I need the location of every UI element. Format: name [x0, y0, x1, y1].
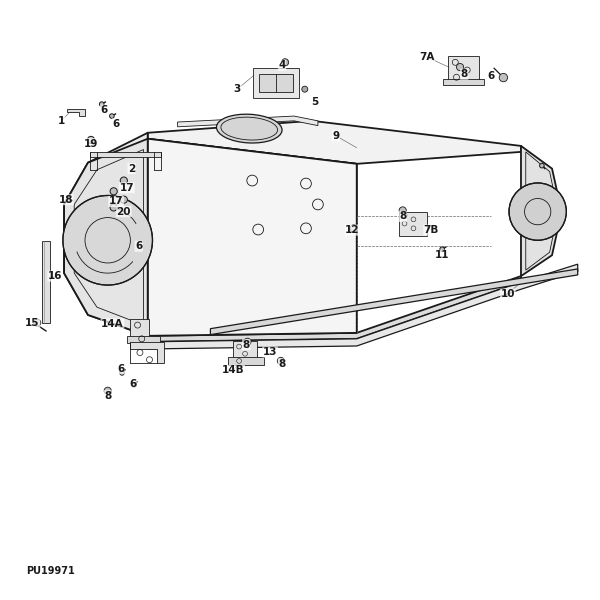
Circle shape	[281, 59, 289, 66]
Circle shape	[457, 64, 464, 71]
Text: 16: 16	[48, 271, 62, 281]
Polygon shape	[64, 139, 148, 336]
Text: 6: 6	[117, 364, 124, 374]
Text: 4: 4	[278, 60, 286, 70]
Text: 8: 8	[278, 359, 286, 369]
Polygon shape	[67, 109, 85, 116]
Polygon shape	[259, 74, 293, 92]
Text: 20: 20	[116, 206, 131, 217]
Text: 2: 2	[128, 164, 135, 173]
Text: 6: 6	[100, 105, 108, 115]
Circle shape	[34, 319, 41, 326]
Circle shape	[131, 383, 136, 387]
Text: 3: 3	[233, 84, 241, 94]
Circle shape	[302, 86, 308, 92]
Polygon shape	[127, 336, 160, 343]
Polygon shape	[448, 56, 479, 84]
Polygon shape	[443, 79, 484, 85]
Text: 7A: 7A	[419, 52, 434, 62]
Circle shape	[63, 196, 152, 285]
Text: 9: 9	[332, 131, 340, 141]
Circle shape	[539, 163, 544, 168]
Text: 18: 18	[59, 194, 73, 205]
Circle shape	[277, 358, 284, 365]
Polygon shape	[42, 241, 50, 323]
Circle shape	[104, 387, 111, 394]
Polygon shape	[233, 341, 257, 363]
Circle shape	[110, 204, 117, 211]
Text: 8: 8	[104, 391, 112, 401]
Polygon shape	[90, 152, 161, 157]
Text: 6: 6	[487, 71, 495, 81]
Text: 7B: 7B	[424, 225, 439, 235]
Circle shape	[120, 196, 127, 203]
Text: 15: 15	[25, 317, 40, 328]
Text: 1: 1	[58, 116, 65, 126]
Polygon shape	[148, 139, 357, 336]
Polygon shape	[253, 68, 299, 98]
Polygon shape	[130, 342, 164, 363]
Polygon shape	[211, 269, 578, 335]
Text: 12: 12	[346, 225, 360, 235]
Polygon shape	[398, 212, 427, 236]
Circle shape	[110, 188, 117, 195]
Text: 14A: 14A	[101, 319, 124, 329]
Polygon shape	[148, 276, 521, 342]
Text: 10: 10	[500, 289, 515, 299]
Circle shape	[88, 136, 95, 143]
Text: 14B: 14B	[222, 365, 244, 376]
Circle shape	[120, 177, 127, 184]
Text: 13: 13	[263, 347, 277, 357]
Circle shape	[350, 225, 358, 232]
Text: 5: 5	[311, 97, 319, 107]
Text: 6: 6	[129, 379, 136, 389]
Polygon shape	[178, 116, 318, 127]
Ellipse shape	[217, 114, 282, 143]
Text: 6: 6	[135, 241, 142, 251]
Circle shape	[499, 73, 508, 82]
Polygon shape	[229, 357, 264, 365]
Polygon shape	[130, 319, 149, 341]
Text: 6: 6	[112, 119, 119, 129]
Circle shape	[120, 371, 124, 375]
Polygon shape	[64, 133, 357, 336]
Text: 11: 11	[435, 250, 449, 260]
Text: 17: 17	[119, 183, 134, 193]
Text: 19: 19	[84, 139, 98, 149]
Circle shape	[509, 183, 566, 240]
Polygon shape	[521, 146, 562, 276]
Circle shape	[110, 114, 114, 118]
Text: PU19971: PU19971	[26, 566, 75, 576]
Circle shape	[399, 207, 406, 214]
Polygon shape	[148, 264, 578, 349]
Polygon shape	[148, 121, 521, 164]
Text: 8: 8	[399, 211, 406, 221]
Text: 17: 17	[109, 196, 124, 206]
Circle shape	[244, 338, 251, 346]
Circle shape	[100, 102, 104, 106]
Text: 8: 8	[242, 340, 250, 350]
Text: 8: 8	[461, 69, 468, 79]
Circle shape	[440, 247, 445, 251]
Circle shape	[67, 197, 70, 202]
